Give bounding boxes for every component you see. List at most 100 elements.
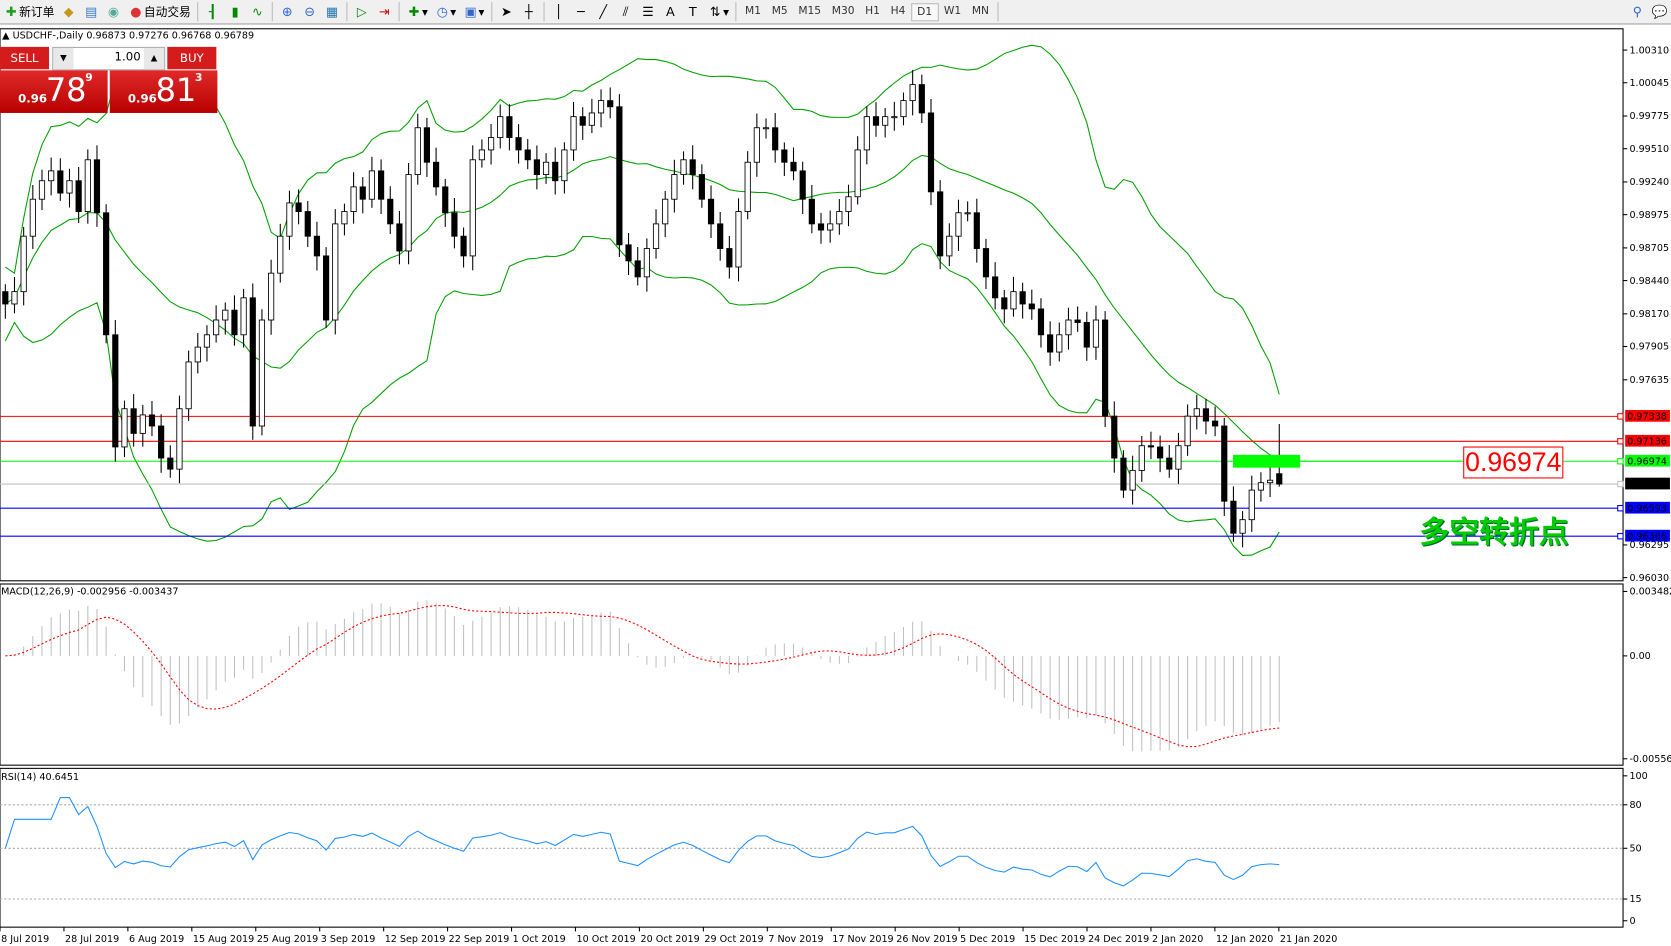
sell-price[interactable]: 0.96 78 9 (0, 70, 108, 113)
line-chart-button[interactable]: ∿ (246, 1, 268, 22)
crosshair-icon: ┼ (524, 3, 533, 19)
cursor-button[interactable]: ➤ (495, 1, 517, 22)
candle (1102, 319, 1109, 417)
new-order-button[interactable]: ✚ 新订单 (0, 1, 58, 22)
zoom-out-button[interactable]: ⊖ (298, 1, 320, 22)
terminal-button[interactable]: ▤ (80, 1, 102, 22)
candle (552, 161, 559, 182)
gold-button[interactable]: ◆ (58, 1, 80, 22)
timeframe-m15[interactable]: M15 (798, 4, 822, 17)
bar-chart-icon: ┨ (208, 3, 217, 19)
divider (490, 2, 492, 22)
candle (57, 170, 64, 194)
channel-button[interactable]: ⫽ (614, 1, 636, 22)
sell-button[interactable]: SELL (0, 46, 50, 70)
lot-stepper[interactable]: ▼ ▲ (52, 46, 166, 71)
label-button[interactable]: T (682, 1, 704, 22)
timeframe-m1[interactable]: M1 (745, 4, 762, 17)
candle (478, 149, 485, 161)
candle (506, 116, 513, 139)
arrows-button[interactable]: ⇅ ▾ (704, 1, 732, 22)
bollinger-lower (4, 235, 1280, 556)
lot-decrease-button[interactable]: ▼ (53, 47, 74, 70)
candlestick-button[interactable]: ▮ (224, 1, 246, 22)
date-tick-label: 24 Dec 2019 (1088, 934, 1149, 945)
rsi-tick-label: 50 (1629, 843, 1641, 854)
candle (946, 235, 953, 257)
candle (1065, 319, 1072, 336)
candle (277, 235, 284, 274)
candle (524, 149, 531, 161)
candle (717, 223, 724, 249)
horizontal-line-button[interactable]: ─ (570, 1, 592, 22)
candle (579, 116, 586, 126)
price-annotation-box[interactable]: 0.96974 (1463, 446, 1564, 479)
candle (762, 127, 770, 130)
new-indicator-button[interactable]: ✚ ▾ (403, 1, 431, 22)
template-button[interactable]: ▣ ▾ (464, 3, 485, 19)
date-tick-label: 22 Sep 2019 (449, 934, 510, 945)
candle (827, 223, 834, 231)
price-tick-label: 1.00310 (1629, 45, 1669, 56)
timeframe-mn[interactable]: MN (971, 4, 990, 17)
candle (1120, 457, 1127, 491)
timeframe-h1[interactable]: H1 (865, 4, 880, 17)
fibonacci-button[interactable]: ☰ (637, 1, 659, 22)
price-tick-label: 1.00045 (1629, 78, 1669, 89)
search-button[interactable]: ⚲ (1626, 1, 1648, 22)
candle (84, 159, 91, 212)
arrows-icon: ⇅ (709, 3, 721, 19)
signal-icon: ◉ (107, 3, 120, 19)
tile-button[interactable]: ▦ (321, 1, 343, 22)
candle (799, 170, 806, 200)
timeframe-m5[interactable]: M5 (771, 4, 788, 17)
price-tag (1625, 529, 1670, 542)
price-tag (1625, 434, 1670, 447)
candle (1166, 457, 1173, 470)
divider (543, 2, 545, 22)
chart-shift-button[interactable]: ⇥ (373, 1, 395, 22)
candle (964, 212, 971, 215)
bollinger-middle (5, 154, 1280, 464)
divider (997, 2, 999, 22)
buy-price[interactable]: 0.96 81 3 (109, 70, 218, 113)
text-button[interactable]: A (659, 1, 681, 22)
line-handle (1617, 438, 1624, 445)
auto-trading-button[interactable]: ● 自动交易 (125, 1, 194, 22)
timeframe-d1[interactable]: D1 (910, 2, 939, 21)
crosshair-button[interactable]: ┼ (517, 1, 539, 22)
lot-input[interactable] (74, 49, 143, 66)
line-handle (1617, 458, 1624, 465)
auto-trading-icon: ● (130, 3, 142, 19)
candle (222, 309, 229, 321)
bar-chart-button[interactable]: ┨ (201, 1, 223, 22)
candle (1037, 308, 1045, 336)
lot-increase-button[interactable]: ▲ (143, 47, 165, 70)
vertical-line-button[interactable]: │ (547, 1, 569, 22)
timeframe-m30[interactable]: M30 (831, 4, 855, 17)
autoscroll-button[interactable]: ▷ (351, 1, 373, 22)
candle (597, 100, 605, 114)
timeframe-h4[interactable]: H4 (890, 4, 906, 17)
divider (346, 2, 348, 22)
price-tick-label: 0.99240 (1629, 177, 1669, 188)
zoom-in-button[interactable]: ⊕ (276, 1, 298, 22)
date-tick-label: 20 Oct 2019 (640, 934, 699, 945)
price-tag-label: 0.96593 (1627, 503, 1667, 514)
period-button[interactable]: ◷ ▾ (431, 1, 459, 22)
divider (735, 2, 737, 22)
macd-tick-label: -0.00556 (1629, 754, 1671, 765)
candle (405, 174, 412, 252)
candle (1193, 408, 1200, 417)
terminal-icon: ▤ (85, 3, 98, 19)
date-tick-label: 10 Oct 2019 (577, 934, 636, 945)
trendline-button[interactable]: ╱ (592, 1, 614, 22)
chat-button[interactable]: 💬 (1649, 1, 1671, 22)
signal-button[interactable]: ◉ (102, 1, 124, 22)
buy-button[interactable]: BUY (167, 46, 217, 70)
timeframe-w1[interactable]: W1 (943, 4, 962, 17)
reversal-point-label[interactable]: 多空转折点 (1419, 514, 1569, 550)
candle (616, 106, 623, 246)
